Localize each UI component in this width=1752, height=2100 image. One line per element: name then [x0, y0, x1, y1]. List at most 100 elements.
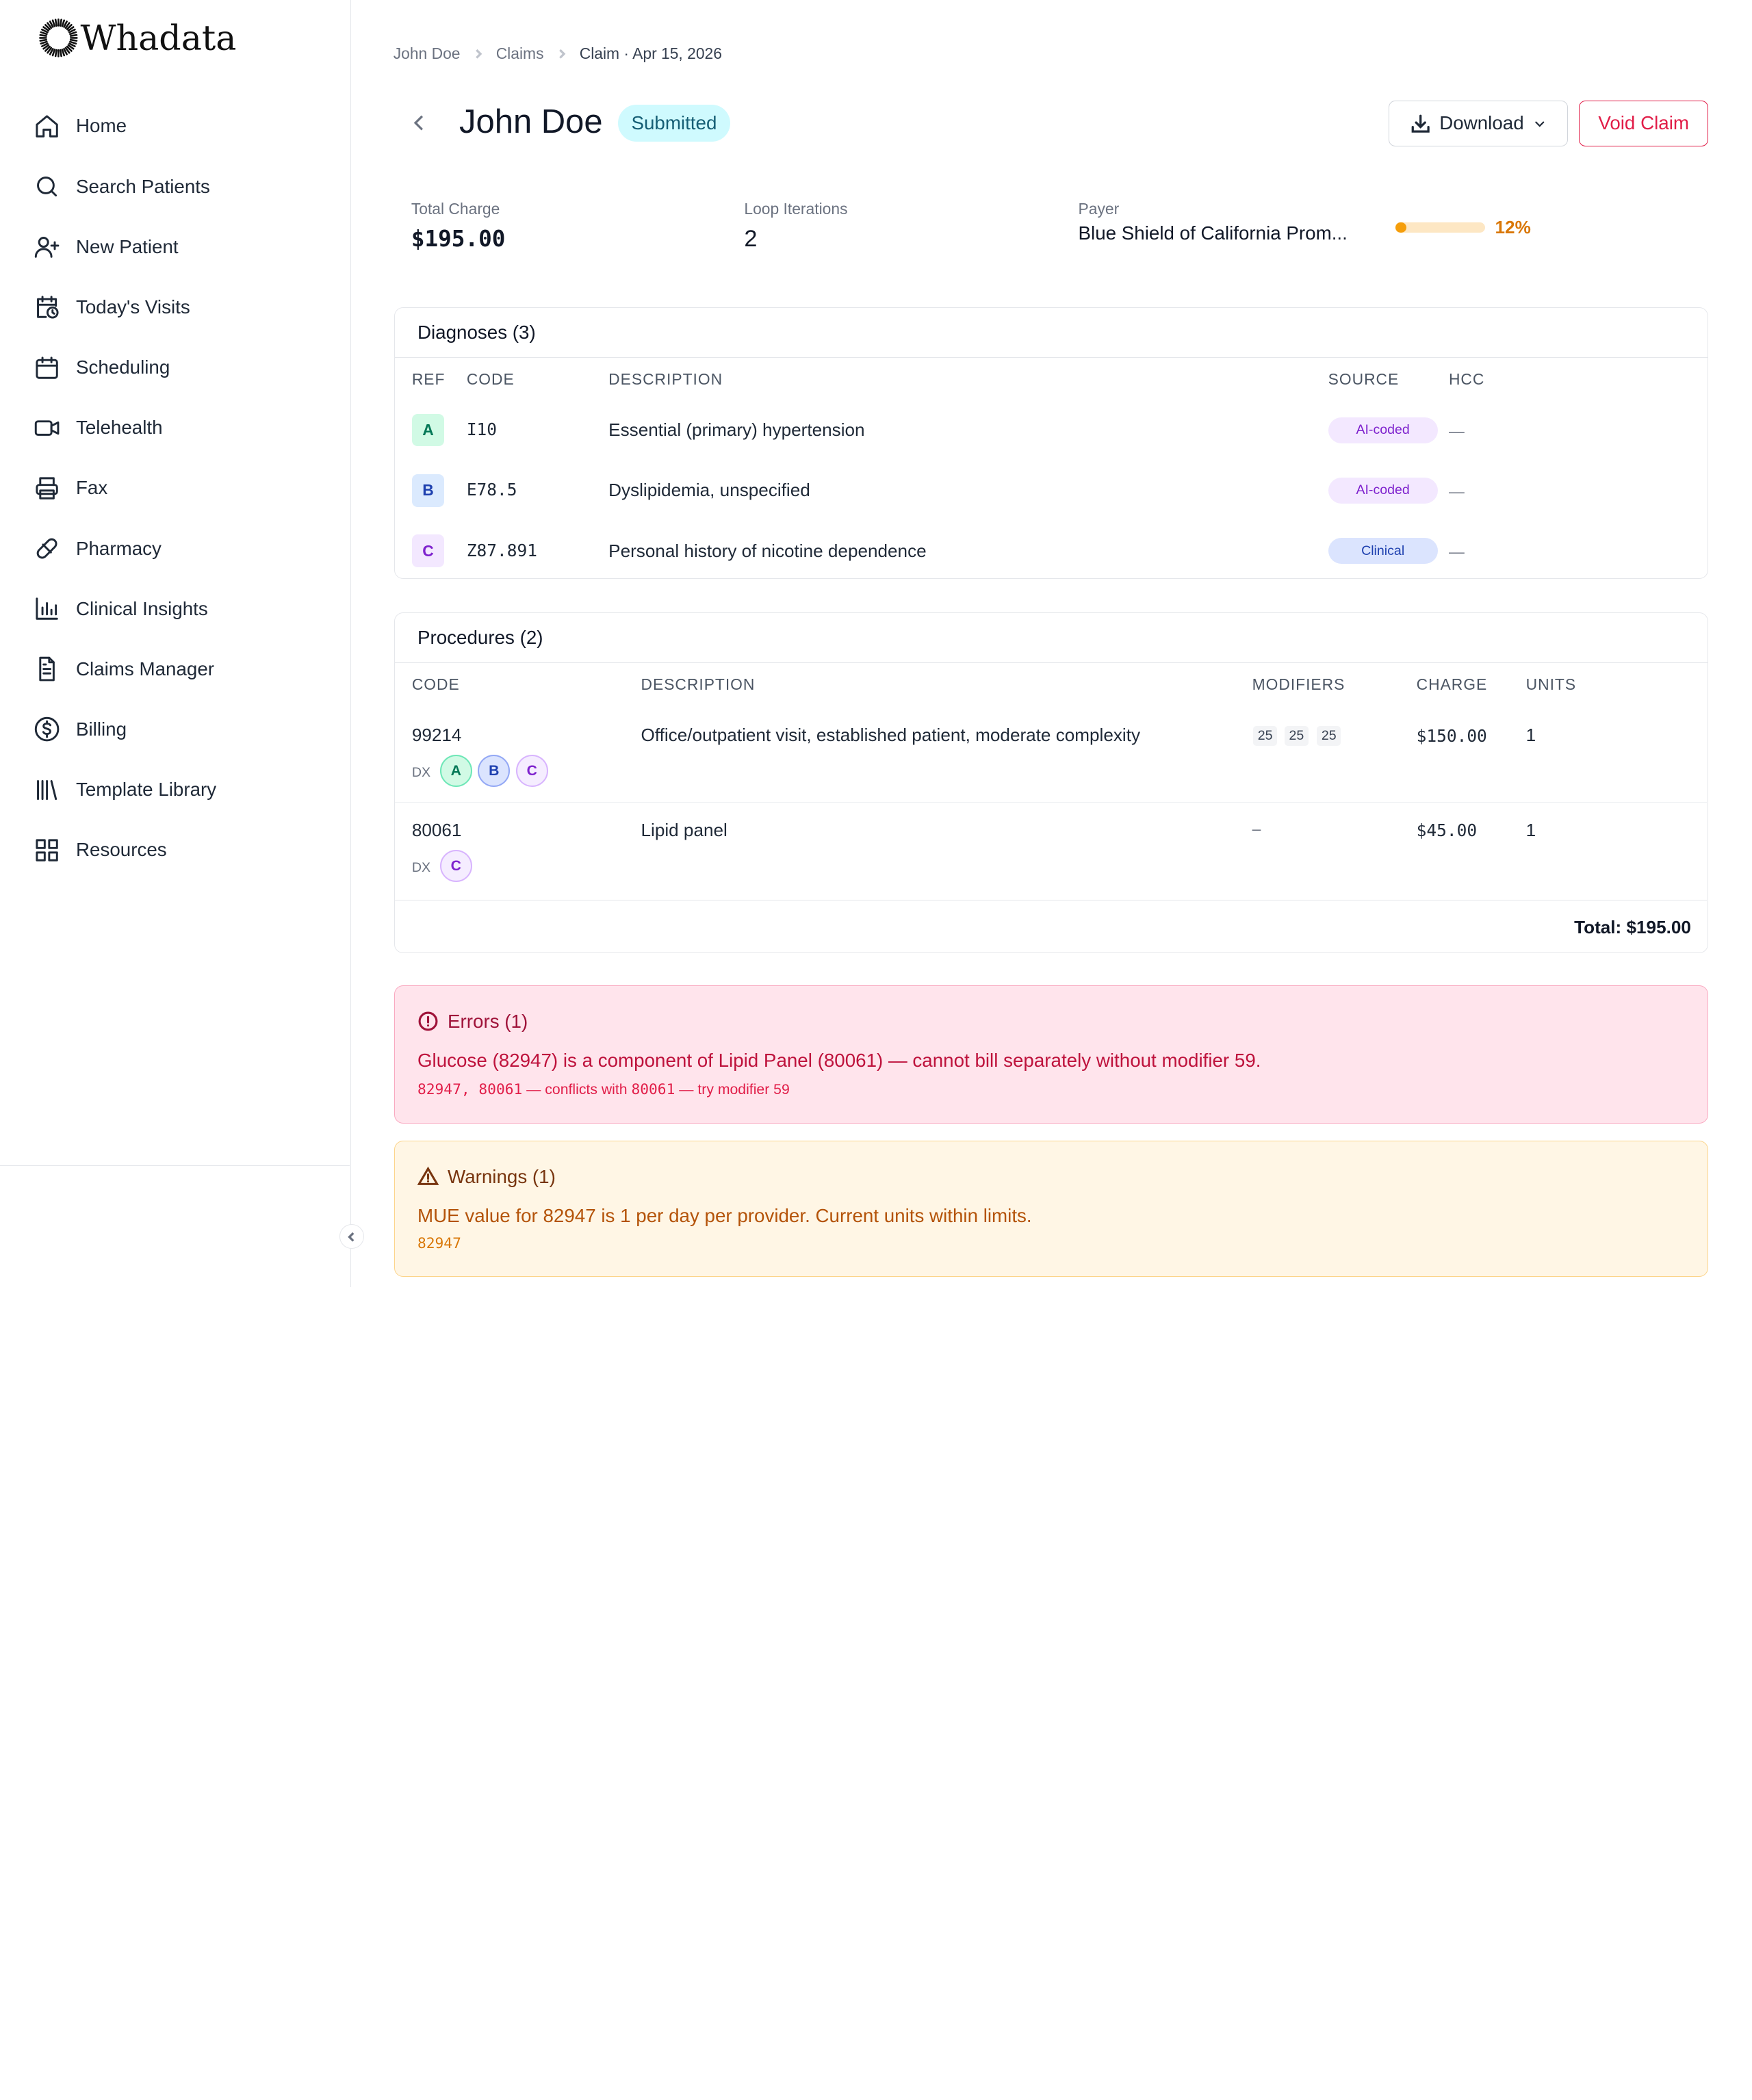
sidebar-item-label: New Patient: [75, 235, 179, 257]
sidebar-item-label: Claims Manager: [75, 658, 215, 679]
progress-bar: [1395, 222, 1485, 233]
col-source: SOURCE: [1328, 370, 1400, 389]
procedure-code: 99214: [411, 724, 462, 745]
calendar-icon: [36, 356, 58, 379]
col-modifiers: MODIFIERS: [1252, 675, 1345, 694]
sidebar-item-label: Template Library: [75, 779, 217, 801]
procedure-description: Lipid panel: [641, 819, 727, 840]
breadcrumb-patient[interactable]: John Doe: [393, 44, 461, 63]
sidebar-nav: Home Search Patients New Patient Today's…: [0, 96, 350, 880]
col-description: DESCRIPTION: [608, 370, 723, 389]
dx-code: E78.5: [466, 480, 517, 500]
file-text-icon: [39, 657, 55, 682]
sidebar-item-resources[interactable]: Resources: [0, 820, 350, 880]
total-charge-value: $195.00: [411, 225, 506, 252]
procedure-charge: $150.00: [1416, 725, 1487, 746]
breadcrumb: John Doe Claims Claim · Apr 15, 2026: [394, 44, 722, 63]
col-description: DESCRIPTION: [641, 675, 756, 694]
warnings-title-row: Warnings (1): [417, 1166, 556, 1188]
video-icon: [34, 419, 60, 436]
sidebar-item-label: Home: [75, 115, 127, 137]
home-icon: [36, 115, 58, 138]
sidebar-item-label: Telehealth: [75, 417, 163, 439]
search-icon: [37, 177, 57, 197]
dx-chip[interactable]: B: [478, 755, 511, 788]
error-detail-suggestion: — try modifier 59: [675, 1081, 790, 1098]
diagnoses-card: Diagnoses (3) REF CODE DESCRIPTION SOURC…: [394, 307, 1709, 579]
dx-ref-badge: C: [411, 534, 445, 567]
error-detail-text: — conflicts with: [522, 1081, 632, 1098]
back-button[interactable]: [407, 109, 433, 136]
sidebar-footer-divider: [0, 1165, 350, 1166]
sidebar-item-new-patient[interactable]: New Patient: [0, 217, 350, 277]
dx-label: DX: [411, 764, 431, 780]
chevron-right-icon: [475, 49, 482, 59]
sidebar-item-template-library[interactable]: Template Library: [0, 760, 350, 820]
sidebar-item-todays-visits[interactable]: Today's Visits: [0, 277, 350, 337]
sidebar-item-telehealth[interactable]: Telehealth: [0, 398, 350, 458]
chevron-right-icon: [559, 49, 566, 59]
procedure-code: 80061: [411, 819, 462, 840]
col-code: CODE: [411, 675, 460, 694]
modifier-badge: 25: [1317, 725, 1341, 747]
errors-title-row: Errors (1): [417, 1011, 528, 1033]
alert-triangle-icon: [417, 1167, 439, 1186]
warnings-title: Warnings (1): [448, 1165, 556, 1187]
dx-chip[interactable]: A: [439, 755, 472, 788]
logo[interactable]: Whadata: [38, 18, 237, 59]
sidebar-item-label: Fax: [75, 477, 108, 499]
procedures-card: Procedures (2) CODE DESCRIPTION MODIFIER…: [394, 612, 1709, 953]
chevron-down-icon: [1534, 121, 1545, 127]
grid-icon: [36, 839, 58, 861]
sidebar-item-home[interactable]: Home: [0, 96, 350, 156]
breadcrumb-claims[interactable]: Claims: [495, 44, 544, 63]
hcc-value: —: [1448, 482, 1465, 500]
dx-label: DX: [411, 859, 431, 875]
col-ref: REF: [411, 370, 446, 389]
sidebar-item-clinical-insights[interactable]: Clinical Insights: [0, 579, 350, 639]
payer-label: Payer: [1078, 200, 1120, 218]
app-frame: Whadata Home Search Patients New Patient…: [0, 0, 1752, 1287]
progress-percent: 12%: [1495, 216, 1531, 237]
breadcrumb-current: Claim · Apr 15, 2026: [579, 44, 722, 63]
sidebar-item-pharmacy[interactable]: Pharmacy: [0, 519, 350, 579]
logo-mark-icon: [38, 18, 78, 57]
payer-value: Blue Shield of California Prom...: [1078, 222, 1348, 244]
dx-description: Essential (primary) hypertension: [608, 419, 865, 441]
total-charge-label: Total Charge: [411, 200, 500, 218]
library-icon: [37, 779, 57, 800]
logo-text: Whadata: [80, 18, 237, 59]
sidebar-item-claims-manager[interactable]: Claims Manager: [0, 639, 350, 699]
loop-iterations-label: Loop Iterations: [744, 200, 848, 218]
dx-chip[interactable]: C: [439, 849, 472, 883]
sidebar-item-label: Clinical Insights: [75, 597, 208, 619]
sidebar-collapse-button[interactable]: [339, 1224, 365, 1249]
void-claim-button[interactable]: Void Claim: [1578, 100, 1709, 146]
warning-codes: 82947: [417, 1235, 461, 1253]
sidebar-item-fax[interactable]: Fax: [0, 458, 350, 518]
sidebar-item-label: Today's Visits: [75, 296, 190, 317]
dx-description: Personal history of nicotine dependence: [608, 540, 927, 561]
modifier-badge: 25: [1284, 725, 1309, 747]
sidebar-item-label: Billing: [75, 718, 127, 740]
sidebar-item-label: Pharmacy: [75, 537, 162, 559]
procedure-description: Office/outpatient visit, established pat…: [641, 724, 1141, 745]
procedure-charge: $45.00: [1416, 820, 1478, 841]
calendar-clock-icon: [37, 296, 59, 319]
pill-icon: [36, 538, 57, 559]
dx-code: Z87.891: [466, 540, 537, 560]
error-message: Glucose (82947) is a component of Lipid …: [417, 1050, 1261, 1072]
status-badge: Submitted: [617, 105, 730, 142]
sidebar-item-scheduling[interactable]: Scheduling: [0, 337, 350, 398]
sidebar-item-search-patients[interactable]: Search Patients: [0, 157, 350, 217]
dx-ref-badge: B: [411, 474, 445, 507]
errors-title: Errors (1): [448, 1010, 528, 1032]
col-code: CODE: [466, 370, 515, 389]
sidebar-item-billing[interactable]: Billing: [0, 699, 350, 760]
error-codes: 82947, 80061: [417, 1080, 523, 1098]
download-button[interactable]: Download: [1389, 100, 1568, 146]
main-content: John Doe Claims Claim · Apr 15, 2026 Joh…: [351, 0, 1752, 1287]
hcc-value: —: [1448, 542, 1465, 560]
dollar-circle-icon: [34, 717, 60, 742]
dx-chip[interactable]: C: [515, 755, 548, 788]
